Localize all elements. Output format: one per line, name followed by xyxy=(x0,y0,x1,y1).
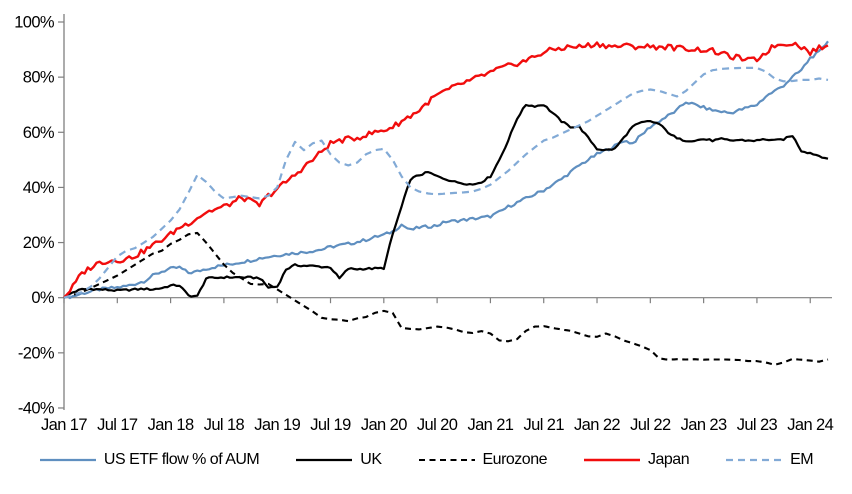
series-japan xyxy=(63,41,829,299)
legend-label-japan: Japan xyxy=(648,451,690,468)
x-tick-label: Jan 18 xyxy=(148,416,194,434)
x-tick-label: Jan 22 xyxy=(574,416,620,434)
x-tick-label: Jul 22 xyxy=(630,416,671,434)
legend-item-us-etf-flow-of-aum: US ETF flow % of AUM xyxy=(39,451,260,469)
legend-label-us-etf-flow-of-aum: US ETF flow % of AUM xyxy=(103,451,260,468)
y-tick-label: 0% xyxy=(31,289,55,307)
legend-line-us-etf-flow-of-aum xyxy=(39,458,96,462)
x-tick-label: Jan 20 xyxy=(361,416,407,434)
series-uk xyxy=(63,103,829,299)
y-tick-label: -40% xyxy=(18,399,55,417)
legend-item-uk: UK xyxy=(295,451,382,469)
legend-label-uk: UK xyxy=(360,451,382,468)
series-em xyxy=(63,66,829,299)
x-tick-label: Jul 18 xyxy=(204,416,245,434)
x-tick-label: Jul 17 xyxy=(97,416,138,434)
legend-line-em xyxy=(726,458,783,462)
legend-item-em: EM xyxy=(725,451,814,469)
y-tick-label: 80% xyxy=(23,69,55,87)
y-tick-label: 100% xyxy=(14,14,55,32)
y-tick-label: 20% xyxy=(23,234,55,252)
x-tick-label: Jan 17 xyxy=(41,416,87,434)
legend-item-japan: Japan xyxy=(583,451,690,469)
x-tick-label: Jul 19 xyxy=(310,416,351,434)
series-eurozone xyxy=(63,231,829,366)
series-us-etf-flow-of-aum xyxy=(63,40,829,300)
chart-plot-area: -40% -20% 0% 20% 40% 60% 80% 100% Jan 17 Jul 17 Ja… xyxy=(14,14,834,435)
chart-legend: US ETF flow % of AUM UK Eurozone Japan EM xyxy=(0,451,852,469)
legend-label-eurozone: Eurozone xyxy=(482,451,548,468)
x-tick-label: Jul 20 xyxy=(417,416,458,434)
x-tick-label: Jul 21 xyxy=(524,416,565,434)
legend-line-eurozone xyxy=(418,458,475,462)
y-tick-label: -20% xyxy=(18,344,55,362)
x-tick-label: Jan 23 xyxy=(681,416,727,434)
legend-line-uk xyxy=(296,458,353,462)
legend-label-em: EM xyxy=(790,451,814,468)
x-tick-label: Jan 19 xyxy=(254,416,300,434)
legend-item-eurozone: Eurozone xyxy=(418,451,548,469)
y-tick-label: 40% xyxy=(23,179,55,197)
x-tick-label: Jan 21 xyxy=(467,416,513,434)
y-tick-label: 60% xyxy=(23,124,55,142)
x-tick-label: Jan 24 xyxy=(787,416,833,434)
legend-line-japan xyxy=(584,458,640,462)
x-tick-label: Jul 23 xyxy=(737,416,778,434)
